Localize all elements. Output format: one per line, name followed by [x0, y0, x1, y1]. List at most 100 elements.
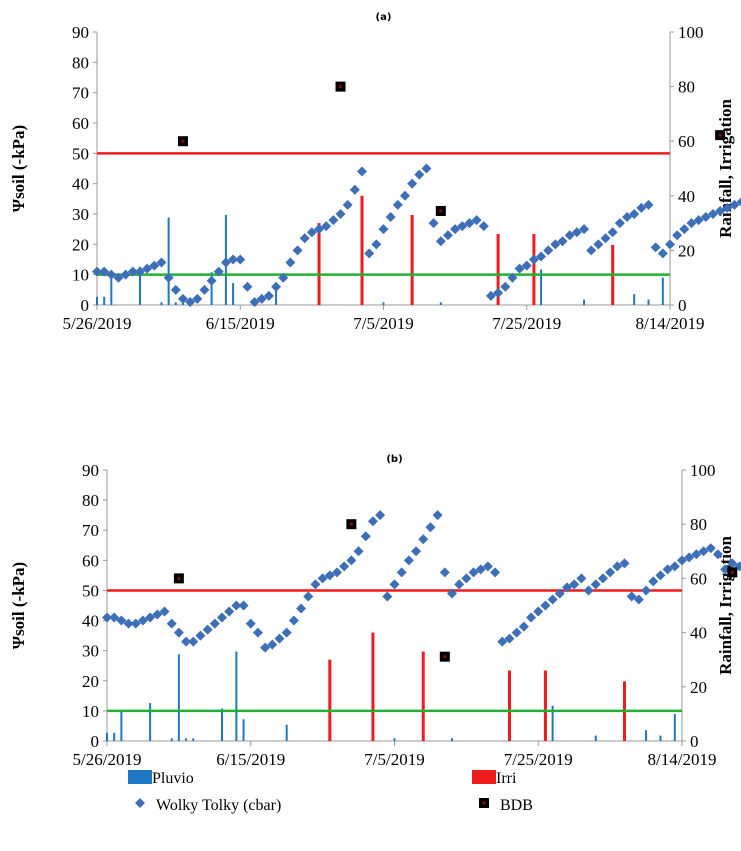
point-wolky-tolky — [102, 612, 112, 623]
point-wolky-tolky — [562, 582, 572, 593]
point-bdb-center — [439, 209, 443, 213]
point-wolky-tolky — [507, 272, 518, 283]
y-tick-label-left: 70 — [72, 84, 89, 103]
point-wolky-tolky — [482, 561, 493, 572]
point-wolky-tolky — [557, 236, 568, 247]
point-wolky-tolky — [571, 227, 582, 238]
legend-label: Irri — [496, 770, 517, 787]
point-wolky-tolky — [145, 612, 156, 623]
bar-pluvio — [138, 266, 141, 305]
point-wolky-tolky — [712, 549, 723, 560]
y-axis-label-right: Rainfall, Irrigation — [716, 99, 735, 238]
point-wolky-tolky — [220, 257, 231, 268]
y-tick-label-left: 90 — [72, 23, 89, 42]
point-wolky-tolky — [274, 633, 285, 644]
point-wolky-tolky — [576, 573, 587, 584]
point-wolky-tolky — [192, 293, 203, 304]
point-wolky-tolky — [217, 612, 227, 623]
point-wolky-tolky — [367, 516, 378, 527]
point-wolky-tolky — [450, 224, 461, 235]
bar-pluvio — [174, 302, 177, 305]
point-wolky-tolky — [407, 178, 418, 189]
point-wolky-tolky — [633, 594, 644, 605]
x-tick-label: 7/5/2019 — [353, 314, 413, 333]
point-wolky-tolky — [249, 296, 260, 307]
x-tick-label: 6/15/2019 — [216, 750, 285, 769]
point-wolky-tolky — [579, 224, 590, 235]
point-wolky-tolky — [252, 627, 263, 638]
y-axis-label-left: Ψsoil (-kPa) — [9, 125, 28, 212]
point-wolky-tolky — [106, 269, 117, 280]
point-wolky-tolky — [636, 202, 647, 213]
point-wolky-tolky — [619, 558, 630, 569]
point-wolky-tolky — [235, 254, 246, 265]
point-wolky-tolky — [360, 531, 371, 542]
point-wolky-tolky — [583, 585, 594, 596]
point-wolky-tolky — [181, 636, 192, 647]
point-bdb-center — [730, 570, 734, 574]
point-wolky-tolky — [263, 290, 274, 301]
point-wolky-tolky — [163, 272, 174, 283]
point-wolky-tolky — [99, 266, 110, 277]
point-wolky-tolky — [679, 224, 690, 235]
bar-irri — [421, 651, 425, 741]
point-wolky-tolky — [511, 627, 522, 638]
point-wolky-tolky — [159, 606, 170, 617]
point-wolky-tolky — [342, 199, 353, 210]
bar-irri — [532, 234, 536, 305]
point-wolky-tolky — [238, 600, 249, 611]
point-wolky-tolky — [464, 218, 475, 229]
point-wolky-tolky — [700, 212, 711, 223]
point-wolky-tolky — [439, 567, 450, 578]
bar-irri — [317, 223, 321, 305]
x-tick-label: 6/15/2019 — [206, 314, 275, 333]
legend-label: Wolky Tolky (cbar) — [156, 797, 281, 814]
legend-label: BDB — [500, 797, 533, 814]
point-wolky-tolky — [500, 281, 511, 292]
point-wolky-tolky — [357, 166, 368, 177]
point-wolky-tolky — [418, 534, 429, 545]
legend-swatch-irri — [472, 770, 496, 784]
bar-pluvio — [185, 738, 188, 741]
point-wolky-tolky — [134, 266, 145, 277]
bar-pluvio — [242, 719, 245, 741]
point-wolky-tolky — [328, 215, 339, 226]
legend-swatch-wolky-tolky — [135, 798, 145, 808]
point-wolky-tolky — [231, 600, 242, 611]
y-tick-label-right: 60 — [678, 132, 695, 151]
bar-pluvio — [177, 654, 180, 741]
y-tick-label-left: 60 — [72, 114, 89, 133]
point-wolky-tolky — [306, 227, 317, 238]
point-wolky-tolky — [526, 612, 537, 623]
y-tick-label-left: 10 — [72, 266, 89, 285]
point-wolky-tolky — [260, 642, 271, 653]
point-wolky-tolky — [382, 591, 393, 602]
bar-irri — [360, 195, 364, 305]
point-wolky-tolky — [392, 199, 403, 210]
point-wolky-tolky — [149, 260, 160, 271]
bar-pluvio — [149, 703, 152, 741]
point-wolky-tolky — [641, 585, 652, 596]
point-wolky-tolky — [533, 606, 544, 617]
bar-pluvio — [170, 738, 173, 741]
y-tick-label-right: 40 — [690, 624, 707, 643]
panel-label: (a) — [376, 12, 392, 23]
chart-panel-1: (a) 0 10 20 30 40 50 60 70 80 90 0 20 40 60 80 100 5/26/2… — [9, 12, 741, 333]
bar-pluvio — [96, 296, 98, 305]
y-tick-label-left: 20 — [82, 672, 99, 691]
point-wolky-tolky — [199, 284, 210, 295]
point-wolky-tolky — [662, 564, 673, 575]
point-wolky-tolky — [185, 296, 196, 307]
point-wolky-tolky — [224, 606, 235, 617]
bar-pluvio — [120, 711, 123, 741]
point-wolky-tolky — [245, 618, 256, 629]
point-wolky-tolky — [296, 603, 307, 614]
point-wolky-tolky — [521, 260, 532, 271]
y-tick-label-left: 90 — [82, 461, 99, 480]
point-wolky-tolky — [729, 199, 740, 210]
point-wolky-tolky — [92, 266, 102, 277]
bar-pluvio — [661, 277, 664, 305]
point-wolky-tolky — [518, 621, 529, 632]
point-wolky-tolky — [173, 627, 184, 638]
bar-pluvio — [551, 705, 554, 741]
